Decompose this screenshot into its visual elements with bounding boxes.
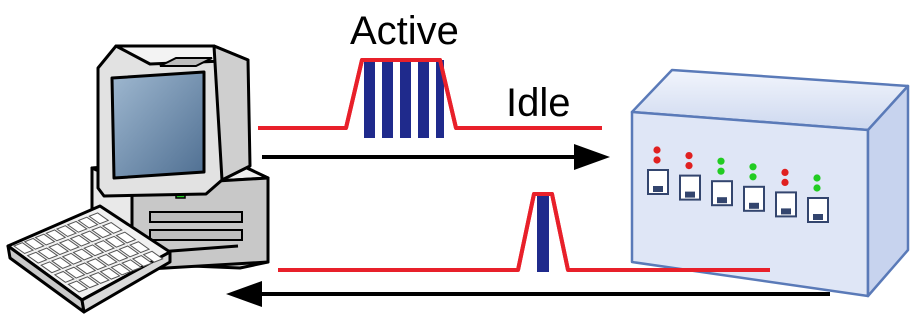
keyboard-key xyxy=(72,248,94,261)
keyboard-key xyxy=(66,220,88,233)
keyboard-key xyxy=(131,255,153,267)
ethernet-port-notch xyxy=(813,214,823,220)
active-pulse xyxy=(364,60,375,138)
keyboard-key xyxy=(77,216,99,229)
active-data-burst xyxy=(364,60,444,138)
ethernet-port-notch xyxy=(685,191,695,198)
keyboard-key xyxy=(86,258,108,271)
keyboard-key xyxy=(34,233,56,246)
port-status-led xyxy=(749,173,757,181)
port-status-led xyxy=(653,156,661,164)
port-status-led xyxy=(685,152,693,160)
keyboard-key xyxy=(91,226,113,239)
keyboard-key xyxy=(50,257,72,270)
ethernet-port-notch xyxy=(749,202,759,209)
keyboard-key xyxy=(26,251,48,264)
keyboard-key xyxy=(64,266,86,279)
keyboard-key xyxy=(110,263,132,276)
keyboard-keys xyxy=(12,212,164,293)
keyboard-key xyxy=(48,243,70,256)
keyboard-key xyxy=(88,272,110,284)
incoming-arrow xyxy=(226,281,830,307)
keyboard-key xyxy=(78,276,100,289)
active-pulse xyxy=(436,60,444,138)
keyboard-key xyxy=(121,259,143,272)
port-status-led xyxy=(717,167,725,175)
keyboard-key xyxy=(96,253,118,266)
outgoing-arrow xyxy=(262,144,610,170)
keyboard-key xyxy=(129,241,151,254)
port-status-led xyxy=(813,184,821,192)
keyboard-key xyxy=(75,262,97,275)
switch-side xyxy=(866,84,910,298)
keyboard-key xyxy=(58,238,80,251)
keyboard-key xyxy=(12,242,35,255)
idle-link-pulse xyxy=(537,196,549,272)
keyboard-key xyxy=(83,244,105,257)
idle-label: Idle xyxy=(506,81,571,125)
keyboard-key xyxy=(69,234,91,247)
keyboard-key xyxy=(45,229,67,242)
port-status-led xyxy=(685,162,693,170)
keyboard-key xyxy=(99,267,121,280)
port-status-led xyxy=(781,178,789,186)
keyboard-key xyxy=(40,261,62,274)
keyboard-icon xyxy=(6,204,172,314)
computer-monitor xyxy=(96,44,252,198)
ethernet-port-notch xyxy=(653,186,663,192)
active-pulse xyxy=(418,60,429,138)
monitor-screen xyxy=(110,70,206,180)
keyboard-key xyxy=(55,225,78,238)
keyboard-key xyxy=(107,249,129,262)
port-status-led xyxy=(717,157,725,165)
active-label: Active xyxy=(350,9,459,53)
ethernet-port-notch xyxy=(717,197,727,204)
keyboard-key xyxy=(53,270,75,283)
network-switch-icon xyxy=(630,68,910,298)
active-pulse xyxy=(400,60,411,138)
active-pulse xyxy=(382,60,393,138)
switch-ports xyxy=(647,146,829,223)
keyboard-key xyxy=(118,245,140,258)
port-status-led xyxy=(813,174,821,182)
keyboard-key xyxy=(142,250,164,263)
keyboard-key xyxy=(115,231,137,244)
keyboard-key xyxy=(88,212,110,225)
keyboard-key xyxy=(23,237,45,250)
keyboard-key xyxy=(37,247,59,260)
keyboard-key xyxy=(101,221,123,234)
keyboard-key xyxy=(104,235,126,248)
ethernet-port-notch xyxy=(781,208,791,215)
keyboard-key xyxy=(80,230,102,243)
port-status-led xyxy=(749,163,757,171)
keyboard-key xyxy=(67,280,89,293)
keyboard-key xyxy=(61,252,83,265)
port-status-led xyxy=(781,168,789,176)
keyboard-key xyxy=(93,240,115,253)
port-status-led xyxy=(653,146,661,154)
